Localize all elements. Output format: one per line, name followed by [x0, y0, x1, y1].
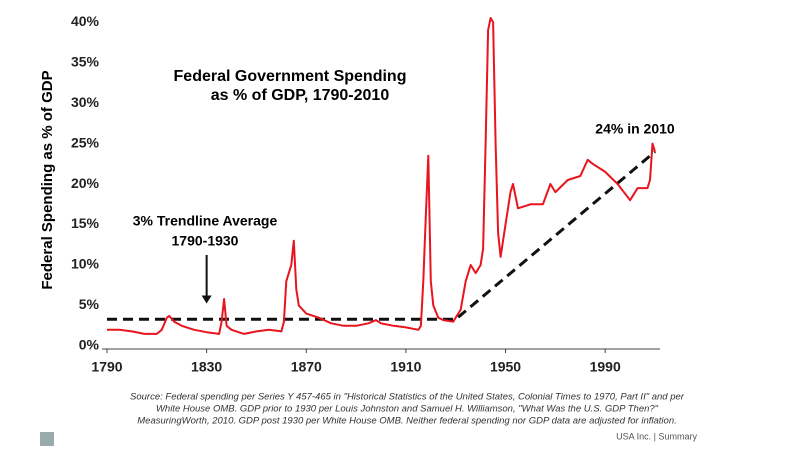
source-note: White House OMB. GDP prior to 1930 per L… [156, 404, 659, 415]
y-tick-label: 40% [71, 13, 100, 29]
x-tick-label: 1870 [291, 359, 322, 375]
x-tick-label: 1950 [490, 359, 521, 375]
y-tick-label: 10% [71, 256, 100, 272]
chart-title: as % of GDP, 1790-2010 [211, 87, 390, 104]
y-axis-label: Federal Spending as % of GDP [39, 70, 56, 289]
y-tick-label: 15% [71, 215, 100, 231]
annotation: 3% Trendline Average [133, 213, 278, 229]
x-tick-label: 1830 [191, 359, 222, 375]
trendline [107, 150, 656, 321]
arrow-head [201, 295, 212, 304]
logo [40, 432, 54, 446]
x-tick-label: 1910 [390, 359, 421, 375]
y-tick-label: 20% [71, 175, 100, 191]
y-tick-label: 30% [71, 94, 100, 110]
y-tick-label: 5% [79, 296, 100, 312]
data-line [107, 17, 656, 335]
annotation: 24% in 2010 [595, 121, 675, 137]
y-tick-label: 25% [71, 134, 100, 150]
source-note: MeasuringWorth, 2010. GDP post 1930 per … [137, 416, 677, 427]
x-tick-label: 1990 [590, 359, 621, 375]
y-tick-label: 35% [71, 53, 100, 69]
x-tick-label: 1790 [91, 359, 122, 375]
annotation: 1790-1930 [172, 233, 239, 249]
source-note: Source: Federal spending per Series Y 45… [130, 392, 685, 403]
chart-title: Federal Government Spending [174, 68, 407, 85]
footer: USA Inc. | Summary [616, 431, 697, 441]
y-tick-label: 0% [79, 337, 100, 353]
